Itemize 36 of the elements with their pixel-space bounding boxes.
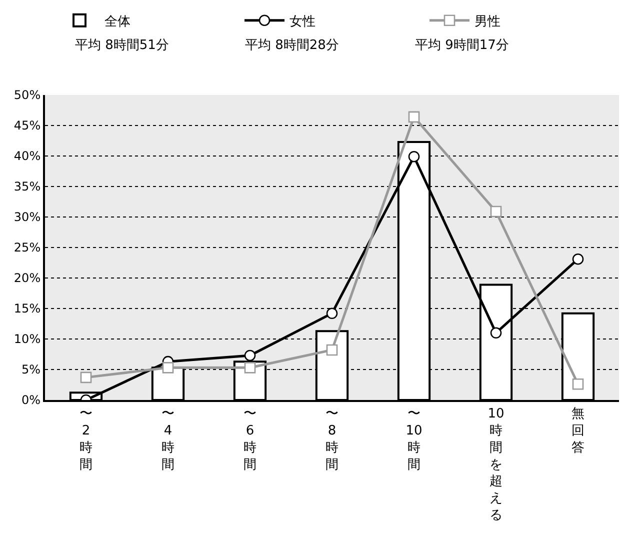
y-tick-label: 20% — [14, 271, 41, 286]
x-tick-label: 〜6時間 — [244, 406, 256, 472]
y-tick-label: 40% — [14, 149, 41, 164]
point — [490, 206, 502, 218]
text: 平均 8時間28分 — [245, 38, 339, 53]
point — [408, 111, 420, 123]
y-tick-label: 0% — [22, 393, 41, 408]
y-tick-label: 5% — [22, 362, 41, 377]
x-tick-label: 10時間を超える — [488, 406, 504, 523]
legend-label: 女性 — [290, 14, 316, 30]
y-tick-label: 10% — [14, 332, 41, 346]
point — [408, 150, 420, 162]
point — [490, 327, 502, 339]
x-tick-label: 無回答 — [572, 406, 584, 456]
point — [326, 344, 338, 356]
y-tick-label: 35% — [14, 180, 41, 194]
legend-label: 全体 — [104, 14, 130, 30]
x-tick-label: 〜8時間 — [326, 406, 338, 472]
y-tick-label: 15% — [14, 302, 41, 316]
x-tick-label: 〜2時間 — [80, 406, 92, 472]
legend-label: 男性 — [474, 14, 500, 30]
point — [80, 372, 92, 384]
y-tick-label: 25% — [14, 240, 41, 255]
point — [572, 378, 584, 390]
text: 平均 8時間51分 — [75, 38, 169, 53]
x-tick-label: 〜10時間 — [406, 406, 422, 472]
point — [572, 253, 584, 265]
point — [162, 362, 174, 374]
y-tick-label: 30% — [14, 210, 41, 224]
x-tick-label: 〜4時間 — [162, 406, 174, 472]
point — [326, 308, 338, 320]
y-tick-label: 50% — [14, 88, 41, 102]
point — [244, 362, 256, 374]
text: 平均 9時間17分 — [415, 38, 509, 53]
y-tick-label: 45% — [14, 118, 41, 133]
point — [244, 350, 256, 362]
